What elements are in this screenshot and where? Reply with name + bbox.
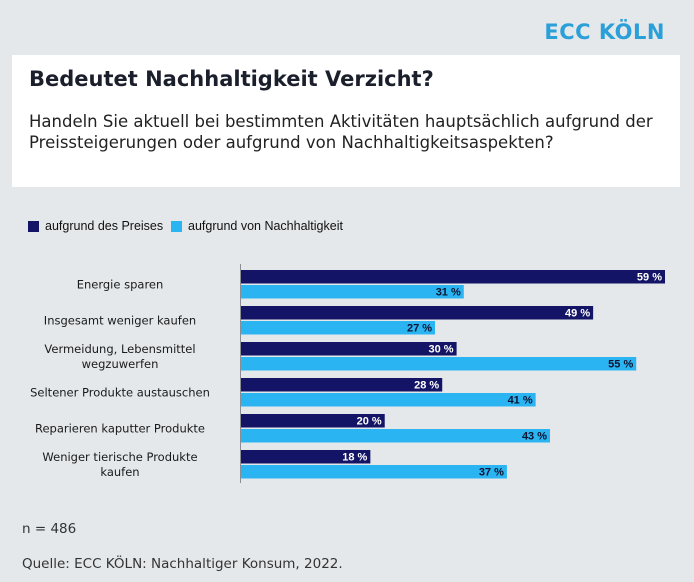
bar-price [241, 378, 443, 392]
bar-sustainability [241, 357, 637, 371]
data-label: 37 % [479, 467, 504, 479]
legend-label-sustainability: aufgrund von Nachhaltigkeit [188, 219, 343, 233]
data-label: 31 % [436, 287, 461, 299]
data-label: 55 % [608, 359, 633, 371]
title-box: Bedeutet Nachhaltigkeit Verzicht? Handel… [12, 55, 680, 187]
bar-price [241, 342, 457, 356]
source-note: Quelle: ECC KÖLN: Nachhaltiger Konsum, 2… [22, 556, 343, 572]
category-label: wegzuwerfen [82, 357, 159, 371]
category-label: Insgesamt weniger kaufen [44, 313, 196, 327]
chart-title: Bedeutet Nachhaltigkeit Verzicht? [29, 67, 434, 91]
data-label: 28 % [414, 380, 439, 392]
category-label: Energie sparen [77, 277, 164, 291]
legend-swatch-sustainability [171, 220, 182, 232]
bar-sustainability [241, 429, 551, 443]
bar-price [241, 414, 385, 428]
data-label: 27 % [407, 323, 432, 335]
legend-label-price: aufgrund des Preises [45, 219, 164, 233]
bar-price [241, 270, 665, 284]
category-label: Vermeidung, Lebensmittel [44, 342, 195, 356]
bar-price [241, 450, 371, 464]
data-label: 30 % [429, 344, 454, 356]
category-label: Reparieren kaputter Produkte [35, 421, 205, 435]
bar-sustainability [241, 285, 464, 299]
chart-subtitle: Handeln Sie aktuell bei bestimmten Aktiv… [29, 112, 653, 152]
brand-logo: ECC KÖLN [544, 20, 665, 44]
data-label: 59 % [637, 272, 662, 284]
data-label: 18 % [342, 452, 367, 464]
sample-size: n = 486 [22, 521, 77, 537]
legend-item-price: aufgrund des Preises [28, 219, 163, 233]
category-label: kaufen [100, 465, 139, 479]
bar-sustainability [241, 465, 507, 479]
bar-sustainability [241, 321, 436, 335]
data-label: 41 % [508, 395, 533, 407]
legend-item-sustainability: aufgrund von Nachhaltigkeit [171, 219, 343, 233]
category-label: Weniger tierische Produkte [42, 450, 197, 464]
data-label: 20 % [357, 416, 382, 428]
data-label: 49 % [565, 308, 590, 320]
category-label: Seltener Produkte austauschen [30, 385, 210, 399]
bar-price [241, 306, 594, 320]
bar-sustainability [241, 393, 536, 407]
legend-swatch-price [28, 220, 39, 232]
data-label: 43 % [522, 431, 547, 443]
